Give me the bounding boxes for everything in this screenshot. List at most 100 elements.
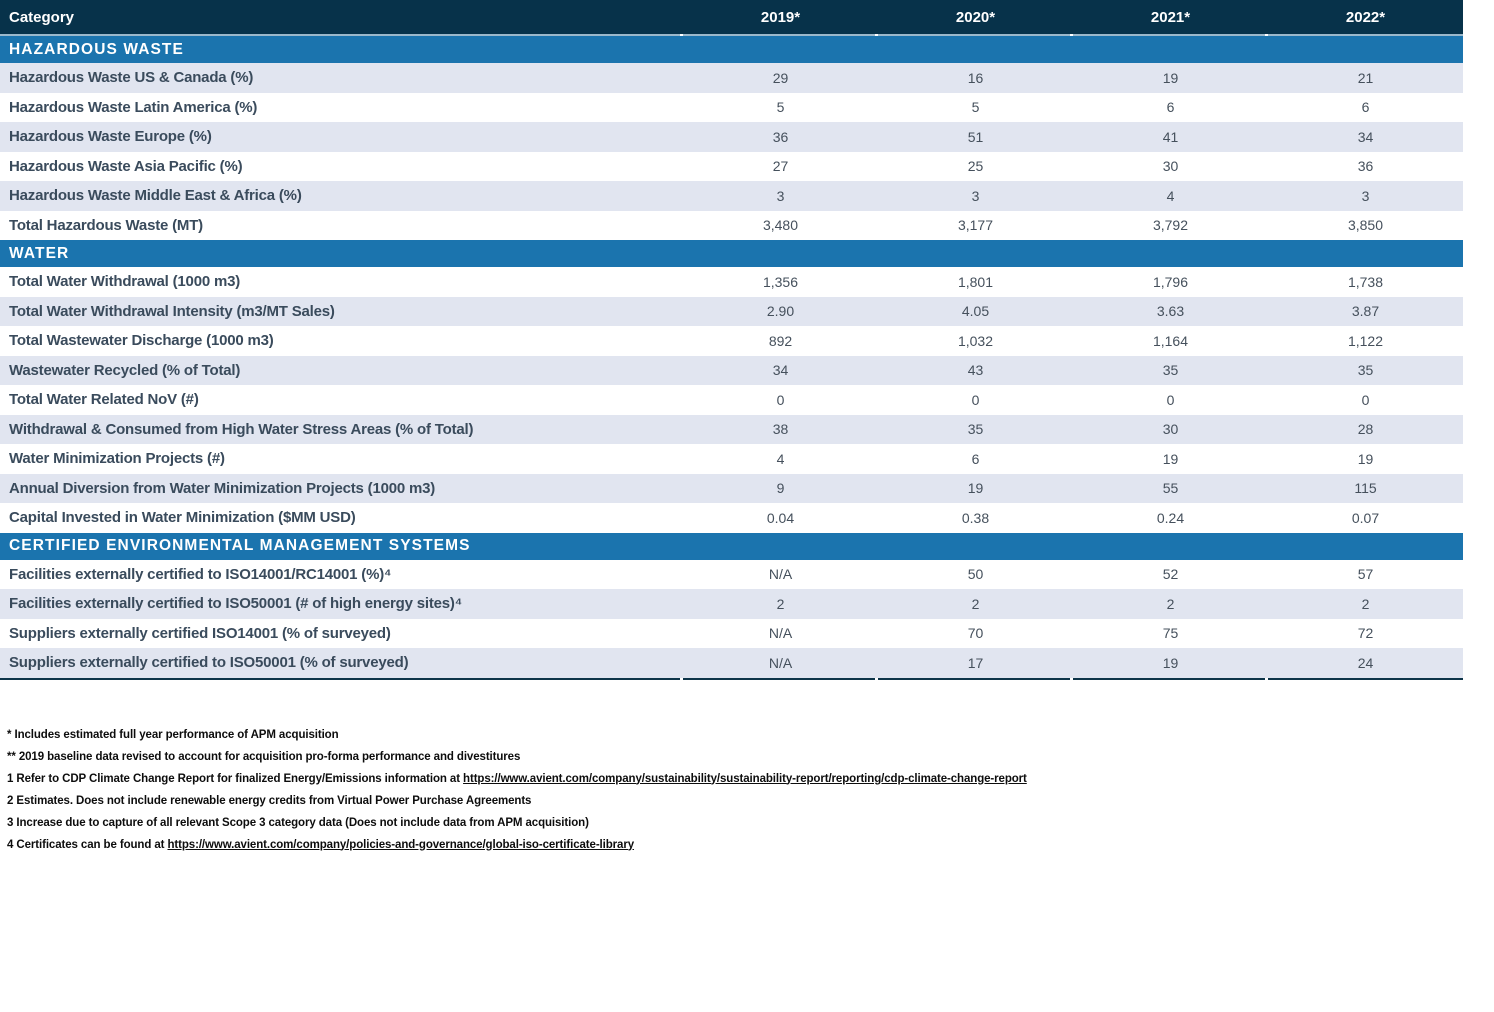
table-row: Hazardous Waste Latin America (%) 5 5 6 6 (0, 92, 1463, 122)
row-value: 30 (1162, 421, 1179, 438)
column-header-year: 2021* (1150, 8, 1191, 26)
row-value: 1,738 (1347, 273, 1384, 290)
row-label: Hazardous Waste Europe (%) (9, 128, 212, 146)
table-row: Total Water Withdrawal (1000 m3) 1,356 1,8… (0, 267, 1463, 297)
row-value: 0.04 (766, 509, 795, 526)
row-value: 1,164 (1152, 332, 1189, 349)
row-value: 55 (1162, 480, 1179, 497)
row-label: Total Wastewater Discharge (1000 m3) (9, 332, 274, 350)
row-value: 2.90 (766, 303, 795, 320)
row-value: 41 (1162, 128, 1179, 145)
row-value: 3 (776, 187, 785, 204)
footnote: 4 Certificates can be found at https://w… (7, 834, 1494, 856)
section-header: CERTIFIED ENVIRONMENTAL MANAGEMENT SYSTE… (0, 532, 1463, 560)
row-value: 19 (967, 480, 984, 497)
row-value: 6 (971, 450, 980, 467)
row-value: 2 (776, 595, 785, 612)
row-value: 3.87 (1351, 303, 1380, 320)
row-value: 115 (1354, 480, 1377, 497)
row-label: Facilities externally certified to ISO14… (9, 565, 392, 583)
row-value: 21 (1357, 69, 1374, 86)
footnote: 1 Refer to CDP Climate Change Report for… (7, 768, 1494, 790)
table-body: HAZARDOUS WASTE Hazardous Waste US & Cana… (0, 36, 1463, 678)
column-header-category: Category (9, 8, 75, 26)
footnote-link[interactable]: https://www.avient.com/company/policies-… (167, 838, 635, 851)
footnote-text: 4 Certificates can be found at (7, 838, 168, 851)
row-value: 2 (971, 595, 980, 612)
row-value: 36 (772, 128, 789, 145)
row-label: Hazardous Waste US & Canada (%) (9, 69, 254, 87)
table-row: Facilities externally certified to ISO14… (0, 559, 1463, 589)
row-value: 0 (1166, 391, 1175, 408)
row-value: 3,177 (957, 217, 994, 234)
row-value: N/A (768, 625, 793, 642)
row-value: 3,850 (1347, 217, 1384, 234)
footnote-text: 1 Refer to CDP Climate Change Report for… (7, 772, 464, 785)
row-value: 0 (971, 391, 980, 408)
row-value: 5 (971, 99, 980, 116)
row-value: 2 (1361, 595, 1370, 612)
table-row: Hazardous Waste Asia Pacific (%) 27 25 30 36 (0, 151, 1463, 181)
table-row: Hazardous Waste Europe (%) 36 51 41 34 (0, 122, 1463, 152)
row-value: 9 (776, 480, 785, 497)
footnote-link[interactable]: https://www.avient.com/company/sustainab… (463, 772, 1027, 785)
footnote-text: ** 2019 baseline data revised to account… (7, 750, 521, 763)
row-value: 35 (1357, 362, 1374, 379)
row-value: 19 (1162, 69, 1179, 86)
header-separator-line (0, 34, 1463, 36)
esg-metrics-table: Category 2019* 2020* 2021* 2022* HAZARDOUS … (0, 0, 1463, 680)
row-value: 3.63 (1156, 303, 1185, 320)
row-value: 3,792 (1152, 217, 1189, 234)
table-row: Capital Invested in Water Minimization (… (0, 503, 1463, 533)
row-value: 0.38 (961, 509, 990, 526)
row-value: 17 (967, 654, 984, 671)
row-value: 0 (1361, 391, 1370, 408)
row-value: 52 (1162, 566, 1179, 583)
row-value: 0.24 (1156, 509, 1185, 526)
row-label: Annual Diversion from Water Minimization… (9, 479, 436, 497)
row-label: Wastewater Recycled (% of Total) (9, 361, 241, 379)
row-label: Total Hazardous Waste (MT) (9, 216, 203, 234)
table-row: Wastewater Recycled (% of Total) 34 43 35 35 (0, 355, 1463, 385)
row-value: 36 (1357, 158, 1374, 175)
row-value: 30 (1162, 158, 1179, 175)
row-label: Hazardous Waste Middle East & Africa (%) (9, 187, 302, 205)
row-value: 38 (772, 421, 789, 438)
table-row: Withdrawal & Consumed from High Water St… (0, 414, 1463, 444)
row-value: 16 (967, 69, 984, 86)
row-value: 34 (772, 362, 789, 379)
row-value: 34 (1357, 128, 1374, 145)
row-value: 2 (1166, 595, 1175, 612)
table-row: Facilities externally certified to ISO50… (0, 589, 1463, 619)
row-label: Total Water Withdrawal (1000 m3) (9, 273, 241, 291)
footnote: * Includes estimated full year performan… (7, 724, 1494, 746)
row-value: 25 (967, 158, 984, 175)
row-value: 3,480 (762, 217, 799, 234)
footnote: ** 2019 baseline data revised to account… (7, 746, 1494, 768)
footnote: 2 Estimates. Does not include renewable … (7, 790, 1494, 812)
row-value: 3 (971, 187, 980, 204)
row-label: Hazardous Waste Latin America (%) (9, 98, 258, 116)
row-label: Suppliers externally certified to ISO500… (9, 654, 409, 672)
row-value: 19 (1357, 450, 1374, 467)
row-label: Water Minimization Projects (#) (9, 450, 225, 468)
row-value: 72 (1357, 625, 1374, 642)
row-value: 29 (772, 69, 789, 86)
table-row: Suppliers externally certified to ISO500… (0, 648, 1463, 678)
row-value: 19 (1162, 654, 1179, 671)
table-row: Total Water Related NoV (#) 0 0 0 0 (0, 385, 1463, 415)
row-value: 35 (1162, 362, 1179, 379)
row-label: Capital Invested in Water Minimization (… (9, 509, 356, 527)
row-value: 4 (776, 450, 785, 467)
row-value: 0.07 (1351, 509, 1380, 526)
row-value: 27 (772, 158, 789, 175)
row-value: 5 (776, 99, 785, 116)
table-row: Suppliers externally certified ISO14001 … (0, 618, 1463, 648)
footnote: 3 Increase due to capture of all relevan… (7, 812, 1494, 834)
row-value: 1,356 (762, 273, 799, 290)
row-value: 28 (1357, 421, 1374, 438)
table-row: Total Wastewater Discharge (1000 m3) 892 1… (0, 326, 1463, 356)
row-value: 75 (1162, 625, 1179, 642)
column-header-year: 2019* (760, 8, 801, 26)
row-value: N/A (768, 566, 793, 583)
